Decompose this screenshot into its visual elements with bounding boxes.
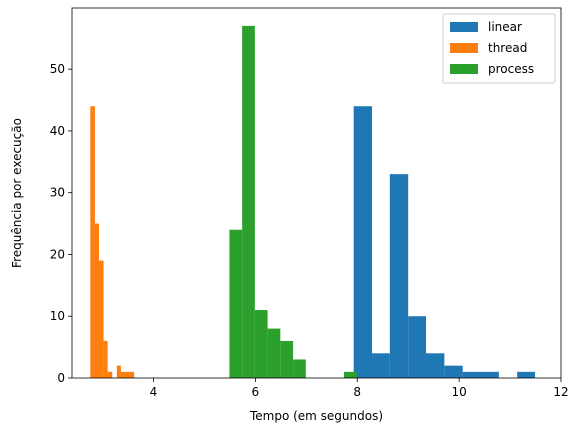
- legend-swatch-linear: [450, 22, 478, 32]
- legend: linear thread process: [442, 13, 556, 84]
- histogram-bar-thread-0: [90, 106, 95, 379]
- histogram-bar-linear-6: [462, 371, 481, 378]
- x-tick-label: 4: [150, 385, 158, 399]
- histogram-bar-process-9: [344, 371, 357, 378]
- histogram-bar-linear-0: [353, 106, 373, 379]
- y-tick-label: 30: [50, 186, 65, 200]
- x-axis-ticks: 4 6 8 10 12: [150, 378, 569, 399]
- histogram-bar-thread-7: [120, 371, 126, 378]
- legend-swatch-process: [450, 64, 478, 74]
- histogram-bar-thread-4: [107, 371, 113, 378]
- x-tick-label: 6: [252, 385, 260, 399]
- y-tick-label: 40: [50, 124, 65, 138]
- histogram-bar-linear-9: [517, 371, 536, 378]
- histogram-bar-thread-8: [125, 371, 130, 378]
- legend-swatch-thread: [450, 43, 478, 53]
- histogram-bar-thread-2: [99, 260, 104, 378]
- histogram-bar-linear-2: [389, 174, 409, 378]
- histogram-bar-process-2: [254, 310, 268, 378]
- histogram-bar-linear-5: [444, 365, 463, 378]
- x-tick-label: 10: [451, 385, 466, 399]
- x-tick-label: 12: [553, 385, 568, 399]
- histogram-bar-process-0: [229, 229, 243, 378]
- y-tick-label: 0: [57, 371, 65, 385]
- x-tick-label: 8: [353, 385, 361, 399]
- legend-label-linear: linear: [488, 20, 522, 34]
- y-tick-label: 50: [50, 62, 65, 76]
- legend-label-thread: thread: [488, 41, 527, 55]
- histogram-bar-linear-3: [408, 316, 427, 378]
- histogram-bar-process-1: [242, 25, 255, 378]
- y-axis-ticks: 0 10 20 30 40 50: [50, 62, 72, 385]
- x-axis-label: Tempo (em segundos): [249, 409, 383, 423]
- histogram-bar-thread-3: [103, 340, 108, 378]
- histogram-bar-process-3: [267, 328, 281, 378]
- histogram-bar-linear-4: [426, 353, 445, 378]
- y-tick-label: 20: [50, 247, 65, 261]
- y-tick-label: 10: [50, 309, 65, 323]
- histogram-bar-process-5: [293, 359, 306, 378]
- y-axis-label: Frequência por execução: [10, 118, 24, 268]
- bars-layer: [90, 25, 536, 379]
- histogram-bar-process-4: [280, 340, 294, 378]
- histogram-bar-thread-1: [94, 223, 99, 378]
- histogram-bar-linear-1: [372, 353, 390, 378]
- legend-label-process: process: [488, 62, 534, 76]
- histogram-bar-thread-9: [129, 371, 135, 378]
- histogram-bar-linear-7: [480, 371, 499, 378]
- histogram-bar-thread-6: [116, 365, 121, 378]
